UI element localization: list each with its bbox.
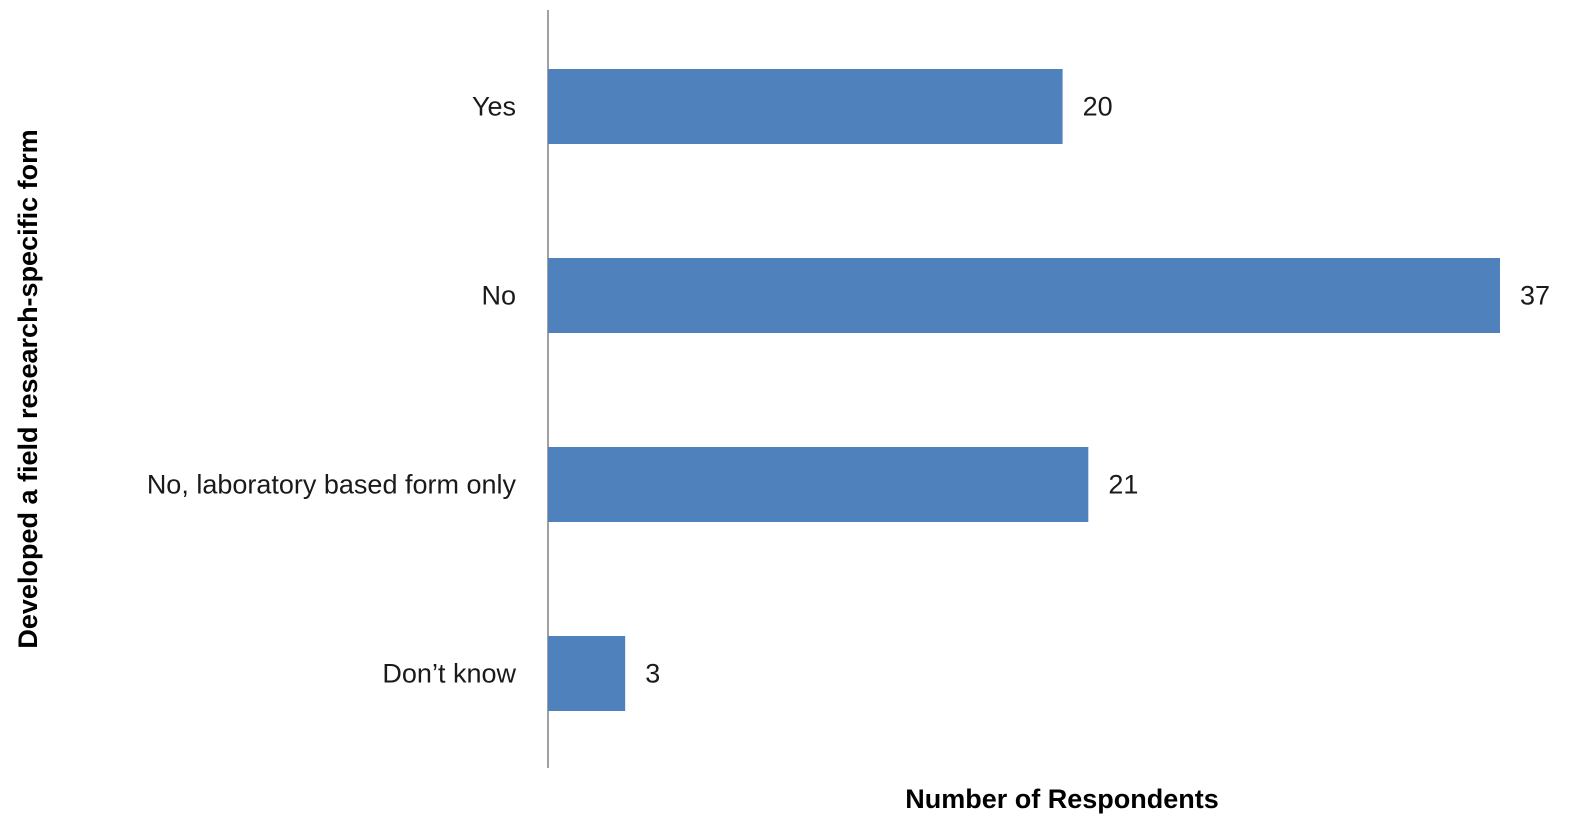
bar-1 bbox=[548, 258, 1500, 333]
value-label-2: 21 bbox=[1108, 470, 1138, 500]
category-label-1: No bbox=[481, 281, 516, 311]
bar-0 bbox=[548, 69, 1063, 144]
labels-layer: Yes 20 No 37 No, laboratory based form only 2… bbox=[147, 92, 1550, 689]
value-label-3: 3 bbox=[645, 659, 660, 689]
y-axis-title: Developed a field research-specific form bbox=[13, 129, 43, 648]
x-axis-title: Number of Respondents bbox=[905, 784, 1219, 814]
bar-3 bbox=[548, 636, 626, 711]
category-label-3: Don’t know bbox=[382, 659, 516, 689]
value-label-0: 20 bbox=[1083, 92, 1113, 122]
bar-2 bbox=[548, 447, 1089, 522]
category-label-0: Yes bbox=[472, 92, 516, 122]
value-label-1: 37 bbox=[1520, 281, 1550, 311]
bars-layer bbox=[548, 69, 1500, 711]
category-label-2: No, laboratory based form only bbox=[147, 470, 517, 500]
